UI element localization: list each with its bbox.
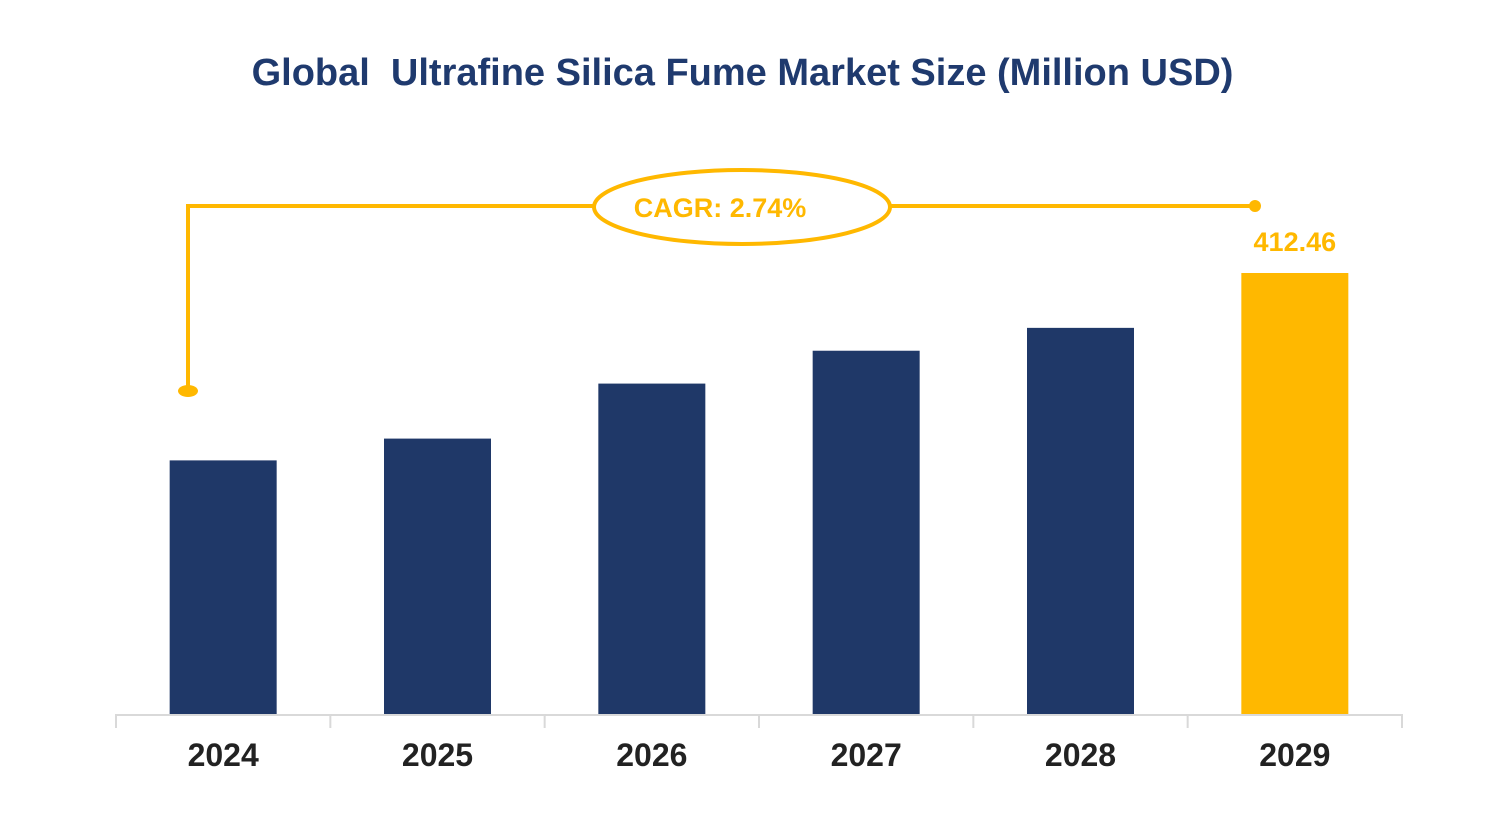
x-tick-label: 2026: [616, 737, 687, 773]
bar-2024: [169, 460, 277, 714]
x-tick-label: 2027: [831, 737, 902, 773]
data-label: 412.46: [1254, 227, 1337, 257]
bar-2026: [598, 383, 706, 714]
bar-2028: [1027, 327, 1134, 714]
cagr-ellipse: [592, 168, 892, 246]
cagr-line-left: [186, 204, 595, 391]
x-tick-label: 2025: [402, 737, 473, 773]
cagr-label: CAGR: 2.74%: [634, 193, 807, 223]
bar-2029: [1241, 273, 1349, 714]
chart-title: Global Ultrafine Silica Fume Market Size…: [251, 52, 1234, 94]
cagr-start-dot: [178, 385, 198, 397]
cagr-end-dot: [1249, 200, 1261, 212]
bar-2025: [384, 438, 491, 714]
x-tick-label: 2028: [1045, 737, 1116, 773]
x-tick-label: 2024: [188, 737, 259, 773]
x-tick-label: 2029: [1259, 737, 1330, 773]
bar-2027: [812, 350, 920, 714]
